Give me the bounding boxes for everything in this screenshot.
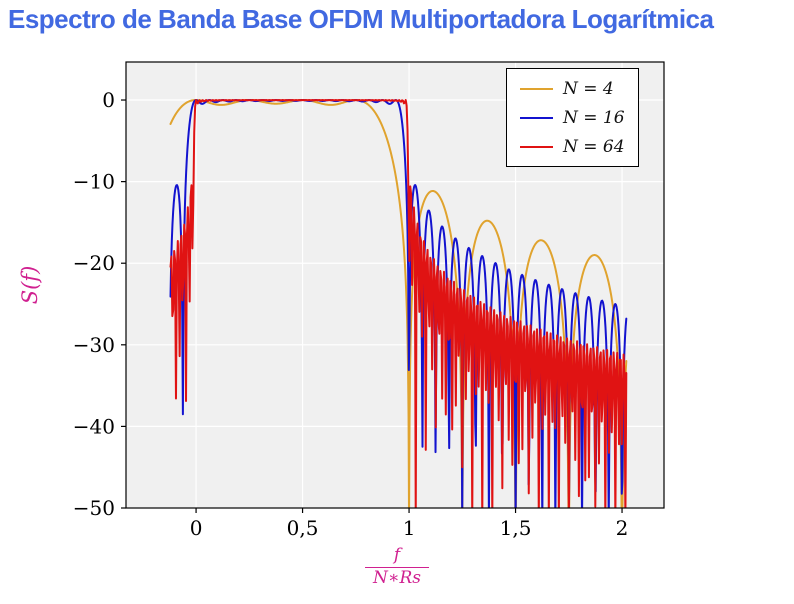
plot-frame [125,61,665,509]
y-tick-label: 0 [102,88,115,112]
y-tick-label: −50 [73,496,115,520]
x-label-denominator: N∗Rs [365,566,429,589]
y-axis-label: S(f) [18,265,42,305]
y-tick-label: −40 [73,414,115,438]
y-tick-label: −30 [73,333,115,357]
series-line-N64 [169,99,628,508]
x-tick-label: 1,5 [500,516,532,540]
legend-item-n4: N = 4 [507,74,638,103]
legend-label-n16: N = 16 [563,107,625,128]
y-tick-label: −20 [73,251,115,275]
legend-line-swatch-n16 [520,116,553,119]
legend-item-n64: N = 64 [507,132,638,161]
x-tick-label: 1 [403,516,416,540]
x-tick-label: 0 [190,516,203,540]
legend-line-swatch-n64 [520,145,553,148]
x-tick-label: 2 [616,516,629,540]
x-label-numerator: f [393,545,401,565]
tick-marks [121,99,623,513]
x-axis-label-fraction: f N∗Rs [365,545,429,589]
legend-label-n4: N = 4 [563,78,614,99]
tick-labels: 0 0,5 1 1,5 2 0 −10 −20 −30 −40 −50 [73,88,629,540]
legend-item-n16: N = 16 [507,103,638,132]
chart-title: Espectro de Banda Base OFDM Multiportado… [8,4,714,34]
x-axis-label: f N∗Rs [365,545,429,589]
legend-line-swatch-n4 [520,87,553,90]
series-curves [169,99,628,508]
y-tick-label: −10 [73,170,115,194]
legend: N = 4 N = 16 N = 64 [506,68,639,167]
x-tick-label: 0,5 [287,516,319,540]
legend-label-n64: N = 64 [563,136,625,157]
